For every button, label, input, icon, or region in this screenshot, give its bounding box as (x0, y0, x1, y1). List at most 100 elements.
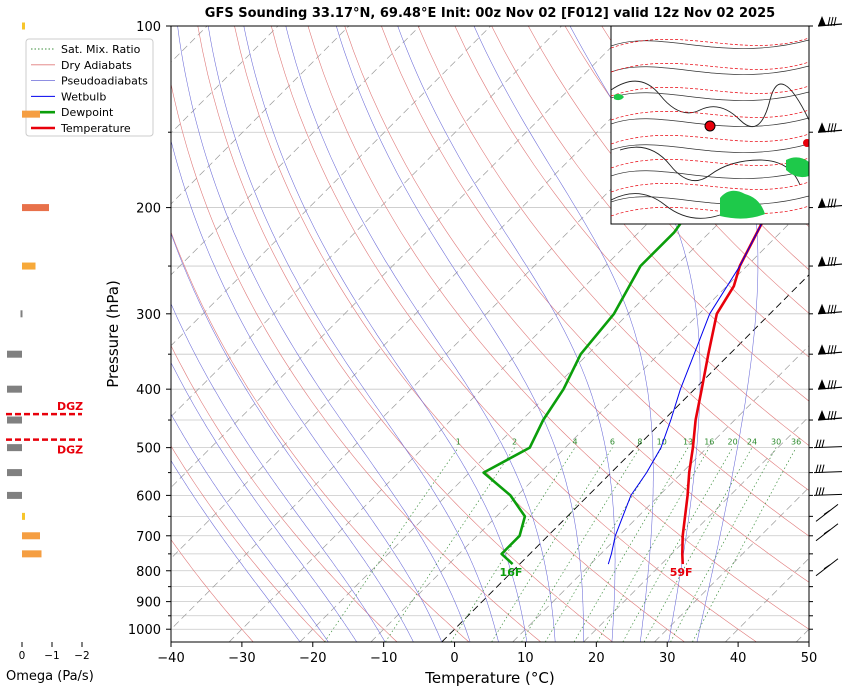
omega-bar (22, 262, 36, 270)
omega-bar (7, 350, 22, 358)
wind-barb (817, 197, 843, 209)
pseudoadiabat (689, 26, 759, 642)
mixing-ratio-label: 16 (704, 438, 714, 447)
omega-bar (7, 491, 22, 499)
pseudoadiabat (171, 361, 357, 642)
omega-bar (22, 110, 40, 118)
dry-adiabat (528, 26, 809, 358)
pseudoadiabat (207, 26, 499, 642)
mixing-ratio-line (596, 447, 710, 642)
mixing-ratio-label: 24 (747, 438, 757, 447)
surface-temp-label: 59F (670, 566, 693, 579)
dry-adiabat (491, 26, 809, 402)
dry-adiabat (381, 26, 809, 537)
wind-barb (817, 122, 843, 133)
omega-bar (7, 469, 22, 477)
omega-panel: DGZ DGZ 0 −1 −2 Omega (Pa/s) (6, 22, 94, 684)
y-tick-label: 200 (136, 202, 161, 217)
inset-map (610, 25, 810, 225)
y-axis-label: Pressure (hPa) (104, 280, 122, 388)
pseudoadiabat (243, 26, 528, 642)
isotherm (441, 274, 809, 642)
wind-barb (815, 558, 839, 577)
mixing-ratio-label: 13 (683, 438, 693, 447)
pseudoadiabat (569, 26, 701, 642)
isotherm (228, 61, 809, 642)
isotherm (299, 132, 809, 642)
chart-title: GFS Sounding 33.17°N, 69.48°E Init: 00z … (205, 6, 775, 21)
x-tick-label: −40 (157, 651, 184, 666)
dry-adiabat (171, 445, 326, 642)
wind-barb (817, 379, 843, 390)
legend-label: Temperature (60, 122, 131, 135)
y-tick-label: 100 (136, 20, 161, 35)
wind-barb (813, 487, 843, 496)
wind-barb (817, 303, 843, 315)
dry-adiabat (822, 26, 846, 642)
pseudoadiabat (397, 26, 616, 642)
pseudoadiabat (171, 232, 414, 642)
y-tick-label: 700 (136, 530, 161, 545)
omega-bar (22, 532, 40, 540)
y-tick-label: 300 (136, 308, 161, 323)
dry-adiabat (564, 26, 809, 314)
omega-bar (20, 310, 23, 318)
series-temperature (681, 145, 809, 565)
omega-bar (22, 22, 25, 30)
pseudoadiabat (171, 139, 443, 642)
omega-tick-label: −1 (44, 650, 59, 662)
dry-adiabat (171, 344, 398, 642)
legend: Sat. Mix. Ratio Dry Adiabats Pseudoadiabat… (25, 38, 154, 137)
y-tick-label: 900 (136, 596, 161, 611)
pseudoadiabat (171, 303, 386, 642)
omega-bar (7, 416, 22, 424)
wind-barb (813, 464, 843, 474)
plot-frame (170, 25, 810, 643)
omega-bar (22, 512, 25, 520)
y-tick-label: 800 (136, 565, 161, 580)
mixing-ratio-label: 36 (791, 438, 801, 447)
dry-adiabat (344, 26, 809, 583)
x-tick-label: 50 (801, 651, 818, 666)
y-tick-label: 600 (136, 489, 161, 504)
x-tick-label: 40 (730, 651, 747, 666)
mixing-ratio-label: 4 (572, 438, 577, 447)
wind-barb (817, 16, 843, 27)
mixing-ratio-line (670, 447, 777, 642)
mixing-ratio-label: 30 (771, 438, 781, 447)
legend-label: Pseudoadiabats (61, 75, 148, 88)
isotherm (171, 26, 704, 559)
legend-label: Wetbulb (61, 90, 106, 103)
dry-adiabat (454, 26, 809, 446)
isotherm (171, 26, 775, 630)
mixing-ratio-label: 1 (456, 438, 461, 447)
omega-tick-label: 0 (19, 650, 26, 662)
legend-label: Sat. Mix. Ratio (61, 43, 141, 56)
wind-barb (817, 256, 843, 267)
wind-barbs (813, 16, 843, 577)
x-tick-label: 10 (517, 651, 534, 666)
surface-labels: 59F 16F (500, 566, 693, 579)
y-tick-label: 400 (136, 383, 161, 398)
isotherm (171, 26, 633, 488)
isotherm (171, 26, 562, 418)
mixing-ratio-line (491, 447, 613, 642)
y-tick-label: 1000 (128, 623, 161, 638)
background-lines: 1 2 4 6 8 10 13 16 20 24 30 36 (171, 26, 846, 642)
mixing-ratio-line (643, 447, 753, 642)
dry-adiabat (171, 539, 254, 642)
mixing-ratio-line (385, 447, 515, 642)
wind-barb (815, 503, 839, 522)
legend-box (25, 38, 154, 137)
pseudoadiabat (177, 26, 471, 642)
dry-adiabat (171, 231, 470, 642)
omega-axis-label: Omega (Pa/s) (6, 669, 94, 684)
wind-barb (813, 439, 843, 449)
isotherm (583, 416, 809, 642)
dgz-label: DGZ (57, 444, 83, 457)
mixing-ratio-label: 8 (637, 438, 642, 447)
mixing-ratio-line (450, 447, 576, 642)
pseudoadiabat (285, 26, 556, 642)
wind-barb (817, 410, 843, 421)
mixing-ratio-label: 20 (728, 438, 738, 447)
